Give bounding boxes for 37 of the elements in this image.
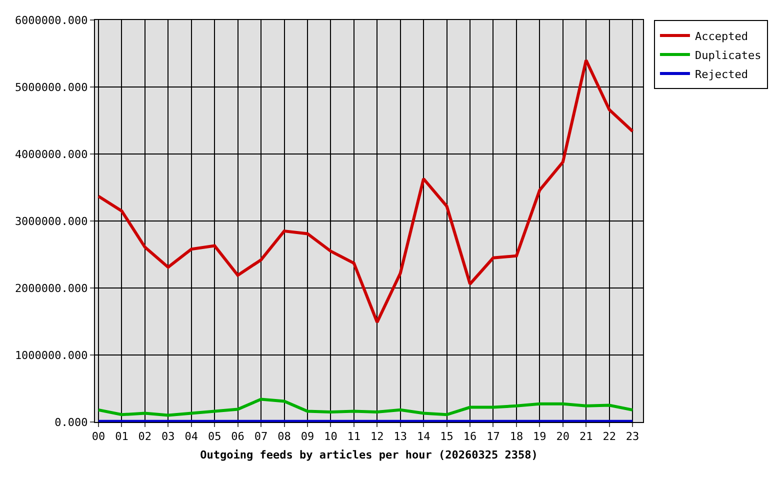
x-tick-label: 21 [579,430,593,444]
legend-label: Rejected [694,68,748,81]
y-tick-label: 6000000.000 [14,14,88,27]
x-tick-label: 08 [278,430,291,444]
x-tick-label: 09 [300,430,314,444]
legend-label: Accepted [694,30,748,43]
line-series [96,398,634,417]
y-tick-label: 3000000.000 [14,214,88,228]
line-series [96,58,634,324]
x-tick-label: 06 [231,430,244,444]
x-tick-label: 16 [463,430,477,444]
x-tick-label: 22 [602,430,616,444]
x-tick-label: 05 [208,430,222,444]
x-tick-label: 15 [440,430,454,444]
y-tick-label: 2000000.000 [14,282,88,295]
x-tick-label: 11 [347,430,361,444]
x-tick-label: 14 [416,430,431,444]
x-tick-label: 23 [626,430,640,444]
x-tick-label: 20 [556,430,570,444]
y-tick-label: 5000000.000 [14,80,88,94]
x-tick-label: 12 [370,430,384,444]
y-tick-label: 1000000.000 [14,348,88,362]
x-tick-label: 18 [510,430,524,444]
x-tick-label: 13 [394,430,407,444]
x-tick-label: 04 [184,430,198,444]
x-axis-title: Outgoing feeds by articles per hour (20260325 2358) [200,448,538,462]
y-tick-label: 0.000 [54,416,88,429]
x-tick-label: 17 [486,430,500,444]
x-tick-label: 03 [162,430,175,444]
x-tick-label: 00 [92,430,106,444]
x-tick-label: 02 [138,430,152,444]
x-tick-label: 07 [254,430,268,444]
y-tick-label: 4000000.000 [14,148,88,161]
x-tick-label: 10 [324,430,338,444]
legend-label: Duplicates [694,48,762,62]
x-tick-label: 19 [533,430,546,444]
x-tick-label: 01 [115,430,128,444]
